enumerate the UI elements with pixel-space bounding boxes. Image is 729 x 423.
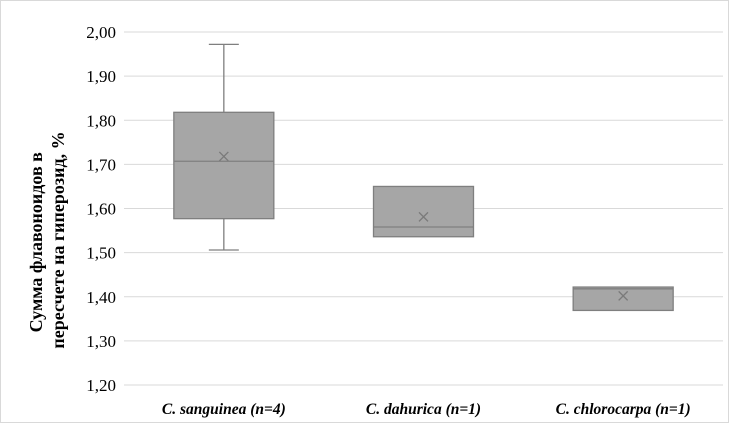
y-axis-title-line-1: Сумма флавоноидов в bbox=[26, 152, 46, 333]
mean-marker bbox=[418, 211, 429, 222]
y-tick-label: 1,50 bbox=[86, 244, 116, 263]
y-axis-tick-labels: 1,20 1,30 1,40 1,50 1,60 1,70 1,80 1,90 2,00 bbox=[86, 23, 116, 395]
y-tick-label: 1,70 bbox=[86, 155, 116, 174]
box-1 bbox=[173, 43, 275, 251]
y-axis-title-line-2: пересчете на гиперозид, % bbox=[48, 131, 68, 348]
y-tick-label: 1,60 bbox=[86, 200, 116, 219]
mean-marker bbox=[218, 151, 229, 162]
y-tick-label: 1,40 bbox=[86, 288, 116, 307]
box-body bbox=[372, 185, 475, 238]
gridlines bbox=[124, 31, 723, 386]
y-tick-label: 1,30 bbox=[86, 332, 116, 351]
y-tick-label: 1,20 bbox=[86, 376, 116, 395]
box-2 bbox=[372, 185, 475, 238]
y-tick-label: 1,80 bbox=[86, 111, 116, 130]
box-body bbox=[572, 286, 674, 312]
x-category-label: C. chlorocarpa (n=1) bbox=[556, 401, 691, 418]
mean-marker bbox=[618, 290, 629, 301]
y-axis-title: Сумма флавоноидов в пересчете на гипероз… bbox=[26, 131, 68, 348]
y-tick-label: 2,00 bbox=[86, 23, 116, 42]
box-3 bbox=[572, 286, 674, 312]
box-series bbox=[173, 43, 674, 312]
box-body bbox=[173, 111, 275, 220]
y-tick-label: 1,90 bbox=[86, 67, 116, 86]
x-axis-category-labels: C. sanguinea (n=4) C. dahurica (n=1) C. ch… bbox=[162, 401, 691, 418]
x-category-label: C. dahurica (n=1) bbox=[366, 401, 481, 418]
x-category-label: C. sanguinea (n=4) bbox=[162, 401, 286, 418]
